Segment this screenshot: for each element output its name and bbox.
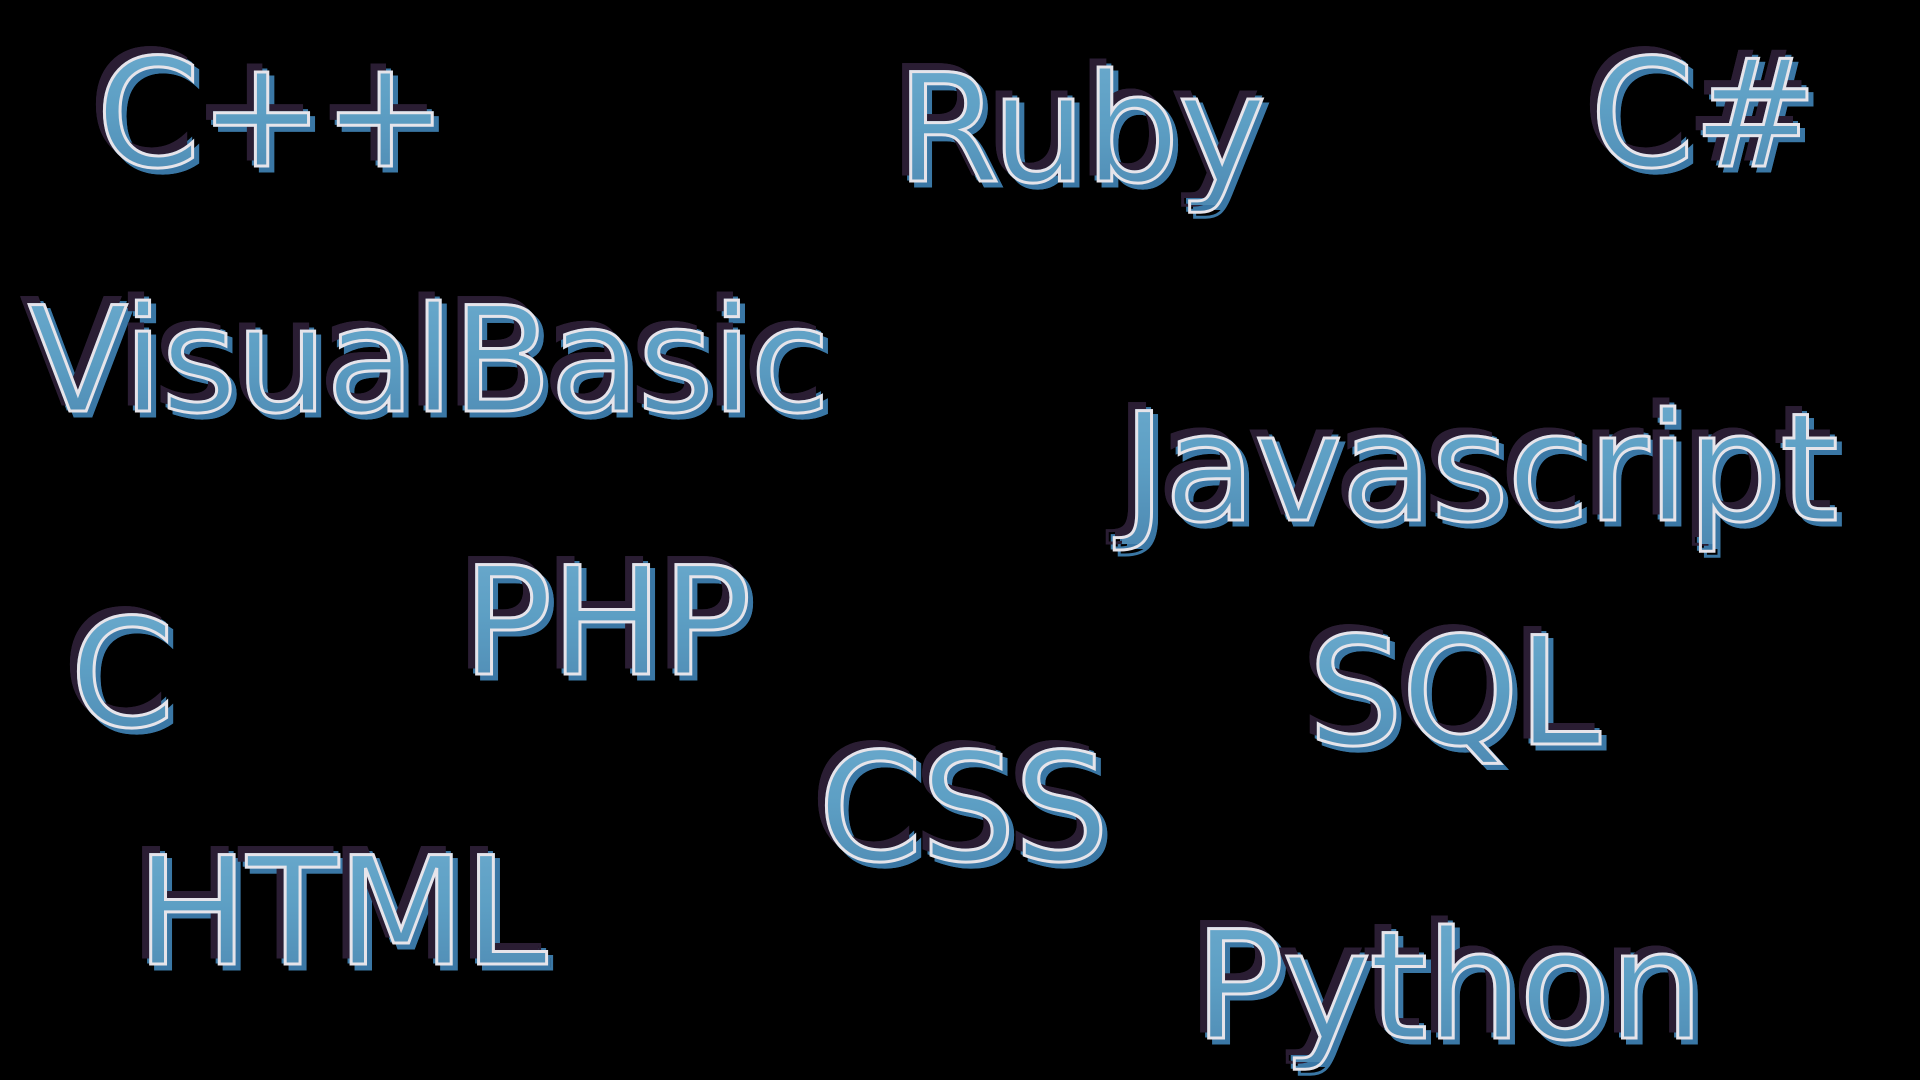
word-php: PHP <box>461 536 754 710</box>
word-sql: SQL <box>1307 606 1603 780</box>
word-visual-basic: VisualBasic <box>26 276 831 446</box>
word-html: HTML <box>134 826 548 1000</box>
word-c: C <box>69 588 177 762</box>
word-csharp: C# <box>1588 28 1819 202</box>
word-css: CSS <box>816 722 1110 896</box>
word-ruby: Ruby <box>895 43 1269 217</box>
word-cpp: C++ <box>94 28 449 202</box>
word-javascript: Javascript <box>1121 382 1841 556</box>
word-python: Python <box>1193 900 1706 1074</box>
